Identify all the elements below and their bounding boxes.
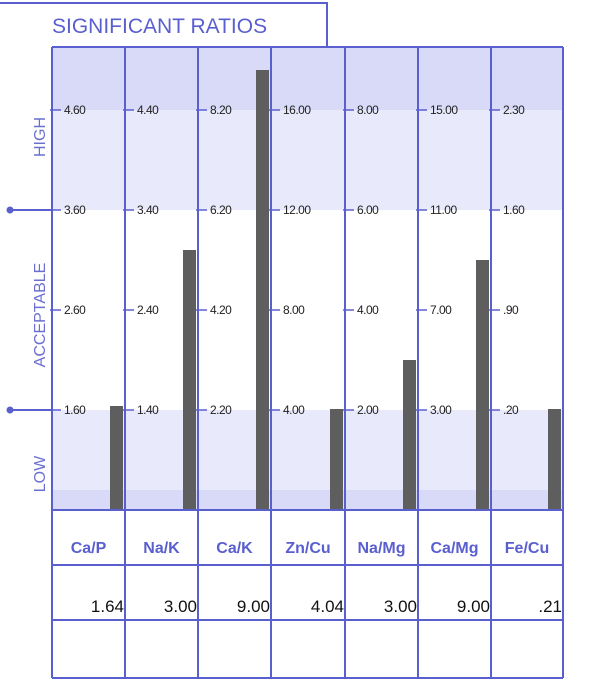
ratio-label: Ca/P (71, 540, 107, 557)
zone-label-low: LOW (32, 455, 49, 492)
ratio-value: 9.00 (237, 597, 270, 616)
tick-label: 6.00 (357, 203, 379, 217)
tick-label: 8.00 (283, 303, 305, 317)
table-grid (51, 46, 564, 679)
tick-label: 2.40 (137, 303, 159, 317)
ratio-labels: Ca/P Na/K Ca/K Zn/Cu Na/Mg Ca/Mg Fe/Cu (71, 540, 550, 557)
zone-labels: HIGH ACCEPTABLE LOW (32, 117, 49, 492)
tick-label: 8.00 (357, 103, 379, 117)
tick-label: .90 (503, 303, 519, 317)
ratio-value: 9.00 (457, 597, 490, 616)
tick-label: 1.60 (64, 403, 86, 417)
bars (110, 70, 561, 510)
tick-label: 3.00 (430, 403, 452, 417)
tick-label: 4.00 (283, 403, 305, 417)
tick-label: 1.40 (137, 403, 159, 417)
tick-label: 16.00 (283, 103, 311, 117)
bar-ca-mg (476, 260, 489, 510)
tick-label: 4.40 (137, 103, 159, 117)
bar-ca-k (256, 70, 269, 510)
tick-label: 6.20 (210, 203, 232, 217)
bar-ca-p (110, 406, 123, 510)
ratio-label: Ca/K (216, 540, 253, 557)
bar-na-mg (403, 360, 416, 510)
ratio-label: Na/Mg (358, 540, 406, 557)
title-frame (0, 2, 328, 47)
tick-marks: 4.60 3.60 2.60 1.60 4.40 3.40 2.40 1.40 8.20 6.20… (6, 103, 526, 417)
zone-label-high: HIGH (32, 117, 49, 157)
ratio-value: 4.04 (311, 597, 344, 616)
ratio-value: .21 (538, 597, 562, 616)
bar-na-k (183, 250, 196, 510)
ratio-label: Fe/Cu (505, 540, 549, 557)
tick-label: 3.60 (64, 203, 86, 217)
tick-label: 2.60 (64, 303, 86, 317)
tick-label: .20 (503, 403, 519, 417)
ratio-label: Na/K (143, 540, 180, 557)
ratio-label: Ca/Mg (431, 540, 479, 557)
range-boundary-dot (6, 406, 14, 414)
zone-label-acceptable: ACCEPTABLE (32, 263, 49, 368)
tick-label: 2.20 (210, 403, 232, 417)
chart-title: SIGNIFICANT RATIOS (52, 15, 267, 38)
tick-label: 15.00 (430, 103, 458, 117)
tick-label: 2.30 (503, 103, 525, 117)
range-boundary-dot (6, 206, 14, 214)
tick-label: 3.40 (137, 203, 159, 217)
ratio-label: Zn/Cu (285, 540, 330, 557)
high-band (52, 110, 563, 210)
tick-label: 4.20 (210, 303, 232, 317)
tick-label: 4.00 (357, 303, 379, 317)
title-box: SIGNIFICANT RATIOS (0, 2, 328, 47)
bar-fe-cu (548, 409, 561, 510)
high-band-top (52, 47, 563, 110)
tick-label: 8.20 (210, 103, 232, 117)
tick-label: 12.00 (283, 203, 311, 217)
ratio-value: 3.00 (164, 597, 197, 616)
ratio-value: 1.64 (91, 597, 124, 616)
tick-label: 7.00 (430, 303, 452, 317)
tick-label: 2.00 (357, 403, 379, 417)
ratio-value: 3.00 (384, 597, 417, 616)
bar-zn-cu (330, 409, 343, 510)
tick-label: 1.60 (503, 203, 525, 217)
low-band-bottom (52, 490, 563, 510)
ratio-values: 1.64 3.00 9.00 4.04 3.00 9.00 .21 (91, 597, 562, 616)
tick-label: 11.00 (430, 203, 457, 217)
tick-label: 4.60 (64, 103, 86, 117)
